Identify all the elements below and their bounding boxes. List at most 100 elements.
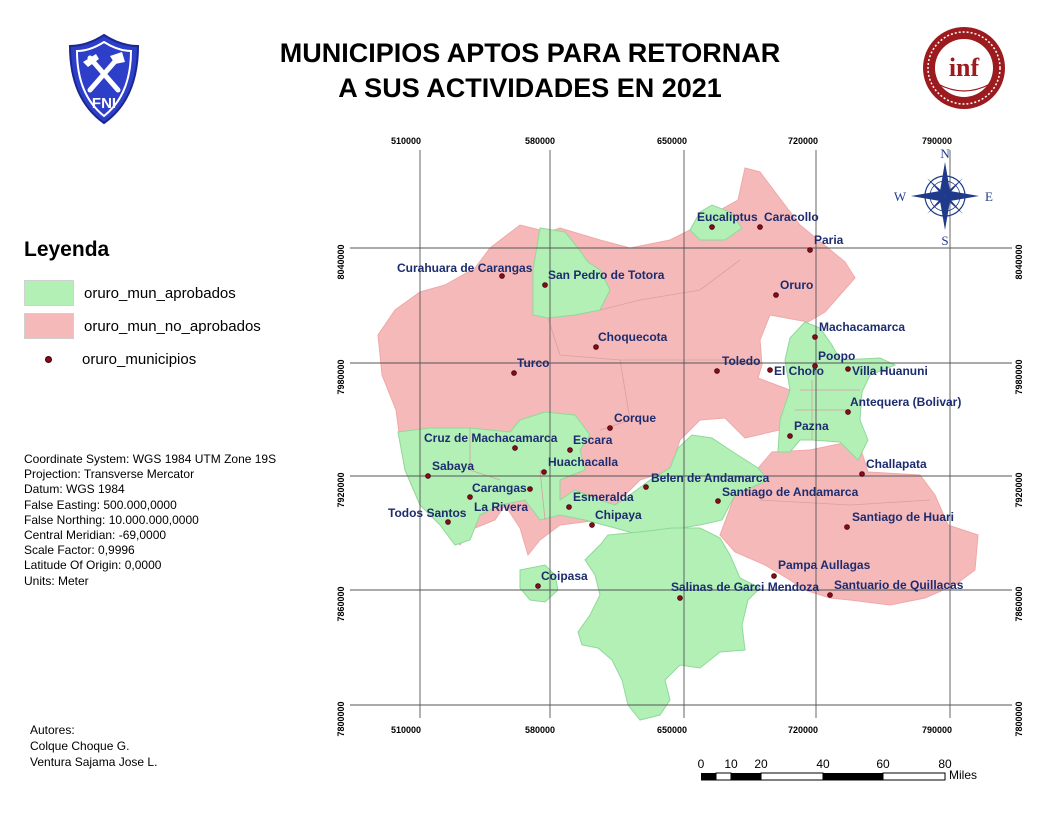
map-frame[interactable]: 510000 580000 650000 720000 790000 51000… — [330, 125, 1030, 750]
municipality-label[interactable]: Curahuara de Carangas — [397, 261, 533, 275]
municipality-point[interactable] — [812, 334, 818, 340]
region-aprobado-salinas[interactable] — [577, 527, 761, 721]
map-svg[interactable]: 510000 580000 650000 720000 790000 51000… — [330, 125, 1030, 745]
x-label: 720000 — [788, 136, 818, 146]
scale-unit: Miles — [949, 768, 977, 782]
legend-item-municipios: oruro_municipios — [24, 346, 196, 372]
legend-swatch-green — [24, 280, 74, 306]
municipality-point[interactable] — [566, 504, 572, 510]
municipality-label[interactable]: Huachacalla — [548, 455, 618, 469]
municipality-point[interactable] — [812, 363, 818, 369]
legend-label: oruro_municipios — [82, 350, 197, 368]
meta-line: Units: Meter — [24, 573, 89, 588]
municipality-label[interactable]: Challapata — [866, 457, 927, 471]
municipality-label[interactable]: La Rivera — [474, 500, 528, 514]
municipality-label[interactable]: Caracollo — [764, 210, 819, 224]
municipality-label[interactable]: Eucaliptus — [697, 210, 758, 224]
legend-label: oruro_mun_no_aprobados — [84, 317, 261, 335]
region-aprobado-west[interactable] — [397, 411, 769, 546]
municipality-point[interactable] — [535, 583, 541, 589]
municipality-point[interactable] — [845, 409, 851, 415]
municipality-point[interactable] — [677, 595, 683, 601]
municipality-point[interactable] — [512, 445, 518, 451]
municipality-point[interactable] — [445, 519, 451, 525]
municipality-point[interactable] — [859, 471, 865, 477]
municipality-point[interactable] — [511, 370, 517, 376]
municipality-point[interactable] — [714, 368, 720, 374]
municipality-label[interactable]: Belen de Andamarca — [651, 471, 770, 485]
municipality-point[interactable] — [715, 498, 721, 504]
region-aprobado-eucaliptus[interactable] — [689, 204, 743, 241]
meta-line: Projection: Transverse Mercator — [24, 467, 195, 482]
municipality-point[interactable] — [767, 367, 773, 373]
municipality-point[interactable] — [499, 273, 505, 279]
municipality-label[interactable]: El Choro — [774, 364, 824, 378]
municipality-point[interactable] — [757, 224, 763, 230]
x-label: 790000 — [922, 136, 952, 146]
municipality-label[interactable]: Coipasa — [541, 569, 588, 583]
municipality-point[interactable] — [593, 344, 599, 350]
grid-y-labels-left: 8040000 7980000 7920000 7860000 7800000 — [336, 244, 346, 736]
municipality-label[interactable]: Paria — [814, 233, 844, 247]
municipality-label[interactable]: Santuario de Quillacas — [834, 578, 964, 592]
municipality-label[interactable]: Sabaya — [432, 459, 474, 473]
municipality-label[interactable]: Santiago de Huari — [852, 510, 954, 524]
municipality-point[interactable] — [425, 473, 431, 479]
municipality-label[interactable]: Todos Santos — [388, 506, 467, 520]
municipality-label[interactable]: Esmeralda — [573, 490, 634, 504]
municipality-label[interactable]: San Pedro de Totora — [548, 268, 665, 282]
municipality-label[interactable]: Cruz de Machacamarca — [424, 431, 558, 445]
compass-s: S — [941, 233, 948, 248]
municipality-label[interactable]: Chipaya — [595, 508, 642, 522]
municipality-point[interactable] — [773, 292, 779, 298]
municipality-markers[interactable]: Eucaliptus Caracollo Paria Curahuara de Car… — [388, 210, 964, 601]
municipality-label[interactable]: Antequera (Bolivar) — [850, 395, 961, 409]
municipality-label[interactable]: Salinas de Garci Mendoza — [671, 580, 819, 594]
grid-x-labels-top: 510000 580000 650000 720000 790000 — [391, 136, 952, 146]
projection-metadata: Coordinate System: WGS 1984 UTM Zone 19S… — [24, 452, 276, 589]
municipality-point[interactable] — [467, 494, 473, 500]
x-label: 790000 — [922, 725, 952, 735]
meta-line: Coordinate System: WGS 1984 UTM Zone 19S — [24, 452, 277, 466]
municipality-label[interactable]: Santiago de Andamarca — [722, 485, 859, 499]
municipality-point[interactable] — [542, 282, 548, 288]
authors-heading: Autores: — [30, 723, 75, 737]
municipality-label[interactable]: Turco — [517, 356, 549, 370]
municipality-label[interactable]: Escara — [573, 433, 613, 447]
municipality-label[interactable]: Toledo — [722, 354, 760, 368]
municipality-label[interactable]: Villa Huanuni — [852, 364, 928, 378]
municipality-label[interactable]: Pampa Aullagas — [778, 558, 871, 572]
municipality-point[interactable] — [589, 522, 595, 528]
municipality-label[interactable]: Corque — [614, 411, 656, 425]
municipality-point[interactable] — [827, 592, 833, 598]
municipality-point[interactable] — [607, 425, 613, 431]
inf-seal-logo: inf — [920, 24, 1008, 112]
fni-logo-text: FNI — [92, 95, 116, 112]
y-label: 7860000 — [1014, 586, 1024, 621]
region-aprobado-east[interactable] — [777, 321, 897, 461]
municipality-point[interactable] — [643, 484, 649, 490]
municipality-label[interactable]: Oruro — [780, 278, 813, 292]
municipality-point[interactable] — [541, 469, 547, 475]
municipality-point[interactable] — [527, 486, 533, 492]
compass-rose-icon: N S E W — [894, 146, 993, 248]
municipality-point[interactable] — [807, 247, 813, 253]
municipality-label[interactable]: Pazna — [794, 419, 829, 433]
municipality-label[interactable]: Carangas — [472, 481, 527, 495]
municipality-point[interactable] — [709, 224, 715, 230]
municipality-label[interactable]: Choquecota — [598, 330, 668, 344]
title-line-2: A SUS ACTIVIDADES EN 2021 — [338, 73, 722, 103]
municipality-point[interactable] — [567, 447, 573, 453]
municipality-label[interactable]: Poopo — [818, 349, 855, 363]
municipality-point[interactable] — [844, 524, 850, 530]
compass-w: W — [894, 189, 907, 204]
region-no-aprobado-south[interactable] — [719, 439, 979, 606]
municipality-point[interactable] — [845, 366, 851, 372]
region-aprobado-totora[interactable] — [532, 227, 611, 319]
municipality-label[interactable]: Machacamarca — [819, 320, 905, 334]
x-label: 510000 — [391, 136, 421, 146]
grid-x-labels-bottom: 510000 580000 650000 720000 790000 — [391, 725, 952, 735]
fni-shield-logo: FNI — [66, 32, 142, 126]
municipality-point[interactable] — [787, 433, 793, 439]
municipality-point[interactable] — [771, 573, 777, 579]
